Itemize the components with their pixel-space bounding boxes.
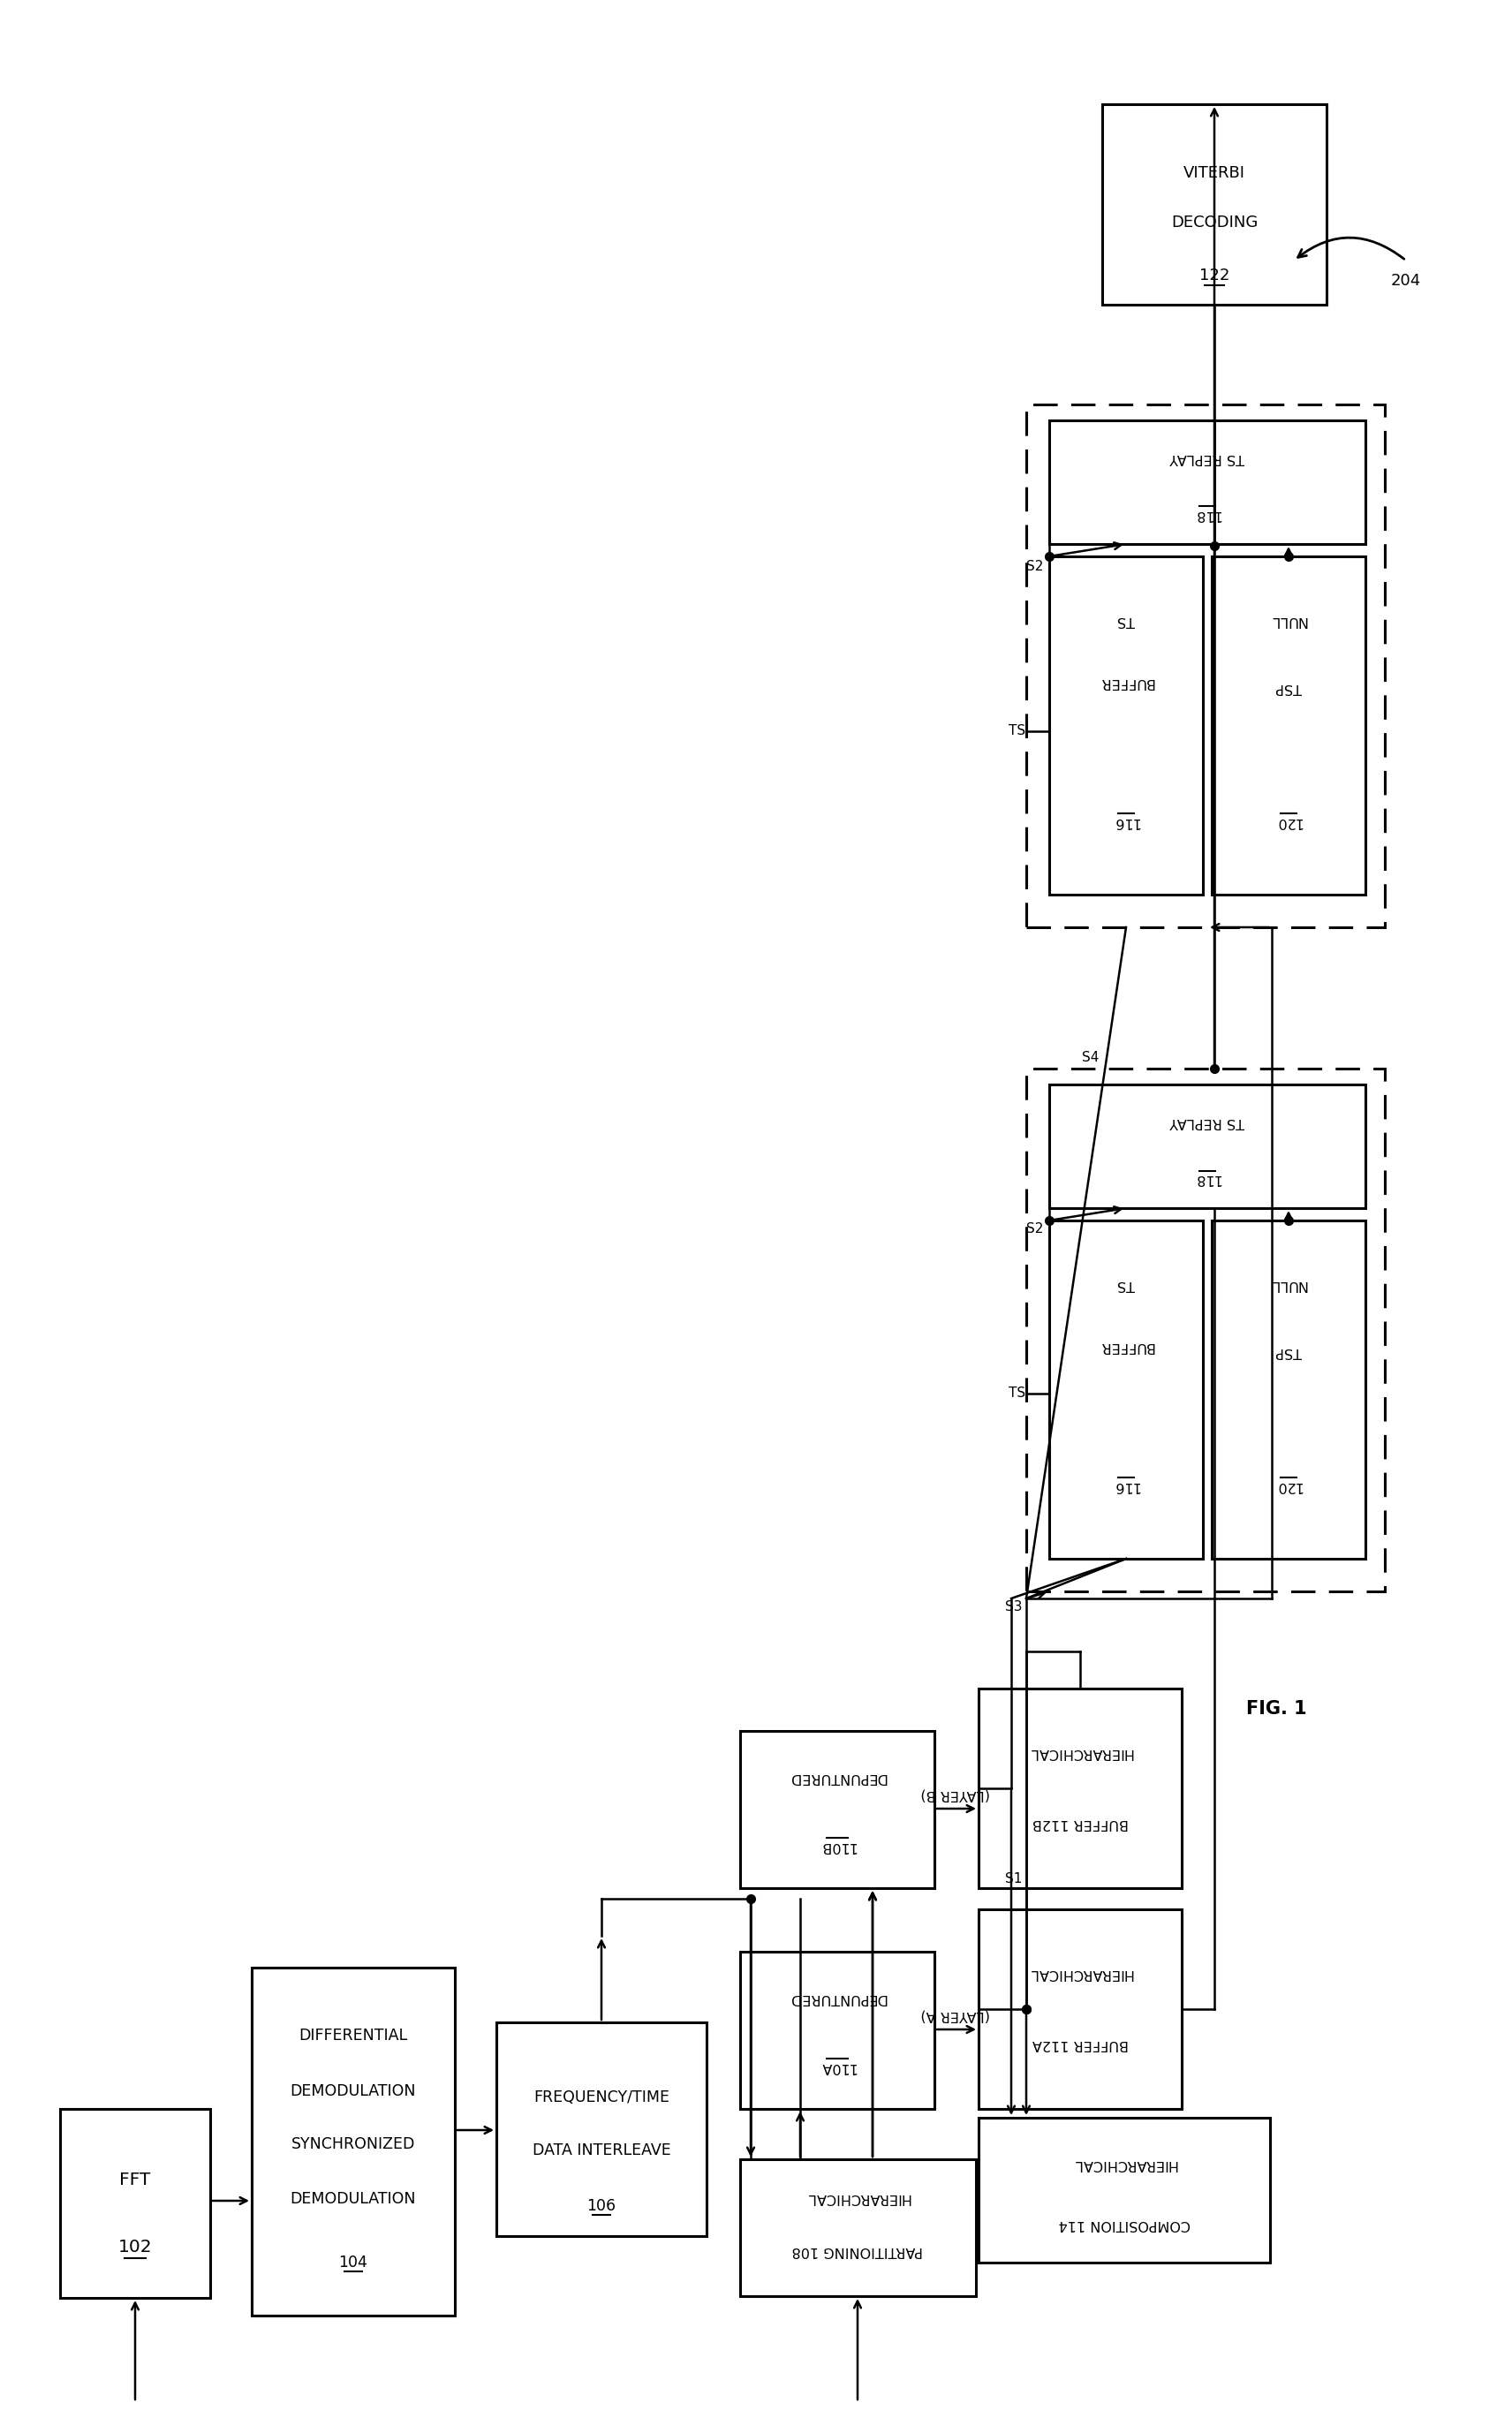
Text: 120: 120 [1275, 815, 1302, 827]
Text: NULL: NULL [1270, 1279, 1306, 1291]
Text: 110A: 110A [820, 2060, 856, 2072]
Bar [1049, 556, 1204, 895]
Text: DEPUNTURED: DEPUNTURED [788, 1990, 886, 2005]
Text: TS: TS [1117, 614, 1136, 626]
Bar [1049, 1221, 1204, 1560]
Text: HIERARCHICAL: HIERARCHICAL [1072, 2157, 1176, 2171]
Text: TS: TS [1117, 1279, 1136, 1291]
Bar [251, 1968, 455, 2316]
Bar [978, 1910, 1182, 2108]
Text: VITERBI: VITERBI [1184, 164, 1246, 181]
Text: 102: 102 [118, 2239, 153, 2256]
Bar [496, 2021, 706, 2237]
Text: DIFFERENTIAL: DIFFERENTIAL [299, 2029, 408, 2043]
Text: S2: S2 [1027, 561, 1043, 573]
Text: FFT: FFT [119, 2171, 151, 2188]
Bar [1102, 104, 1326, 305]
Text: SYNCHRONIZED: SYNCHRONIZED [292, 2135, 416, 2152]
Text: HIERARCHICAL: HIERARCHICAL [1028, 1746, 1132, 1760]
Text: DECODING: DECODING [1170, 215, 1258, 230]
Text: BUFFER 112B: BUFFER 112B [1031, 1816, 1128, 1830]
Text: NULL: NULL [1270, 614, 1306, 626]
Text: TSP: TSP [1276, 1344, 1302, 1359]
Text: DEPUNTURED: DEPUNTURED [788, 1770, 886, 1784]
Text: HIERARCHICAL: HIERARCHICAL [806, 2191, 910, 2203]
Text: (LAYER B): (LAYER B) [921, 1787, 990, 1801]
Text: BUFFER: BUFFER [1099, 677, 1154, 689]
Bar [1027, 1069, 1385, 1591]
Text: 116: 116 [1113, 815, 1140, 827]
Text: PARTITIONING 108: PARTITIONING 108 [792, 2244, 924, 2256]
Text: FREQUENCY/TIME: FREQUENCY/TIME [534, 2089, 670, 2106]
Text: DEMODULATION: DEMODULATION [290, 2084, 416, 2099]
Bar [1027, 404, 1385, 926]
Text: 116: 116 [1113, 1480, 1140, 1492]
Text: TS REPLAY: TS REPLAY [1170, 1115, 1244, 1129]
Text: 122: 122 [1199, 268, 1229, 283]
Text: S1: S1 [1005, 1872, 1022, 1886]
Text: 106: 106 [587, 2198, 615, 2215]
Bar [739, 1951, 934, 2108]
Text: TS: TS [1009, 725, 1025, 737]
Text: HIERARCHICAL: HIERARCHICAL [1028, 1968, 1132, 1980]
Bar [978, 1688, 1182, 1888]
Text: S2: S2 [1027, 1224, 1043, 1236]
Text: 204: 204 [1391, 273, 1421, 288]
Text: BUFFER: BUFFER [1099, 1340, 1154, 1354]
Text: (LAYER A): (LAYER A) [921, 2009, 990, 2021]
Text: DEMODULATION: DEMODULATION [290, 2191, 416, 2208]
Text: 104: 104 [339, 2254, 367, 2271]
Bar [739, 1731, 934, 1888]
Bar [1211, 1221, 1365, 1560]
Text: BUFFER 112A: BUFFER 112A [1031, 2038, 1128, 2050]
Text: TSP: TSP [1276, 679, 1302, 694]
Text: TS REPLAY: TS REPLAY [1170, 450, 1244, 464]
Text: FIG. 1: FIG. 1 [1246, 1700, 1306, 1717]
Bar [1049, 1086, 1365, 1209]
Text: 120: 120 [1275, 1480, 1302, 1492]
Text: COMPOSITION 114: COMPOSITION 114 [1058, 2217, 1190, 2229]
Bar [739, 2159, 975, 2297]
Text: S3: S3 [1005, 1601, 1022, 1613]
Text: TS: TS [1009, 1388, 1025, 1400]
Text: S4: S4 [1083, 1052, 1099, 1064]
Bar [1049, 421, 1365, 544]
Text: 118: 118 [1194, 1173, 1220, 1185]
Bar [978, 2118, 1270, 2263]
Text: DATA INTERLEAVE: DATA INTERLEAVE [532, 2142, 671, 2159]
Text: 110B: 110B [820, 1840, 856, 1852]
Bar [60, 2108, 210, 2297]
Bar [1211, 556, 1365, 895]
Text: 118: 118 [1194, 508, 1220, 520]
